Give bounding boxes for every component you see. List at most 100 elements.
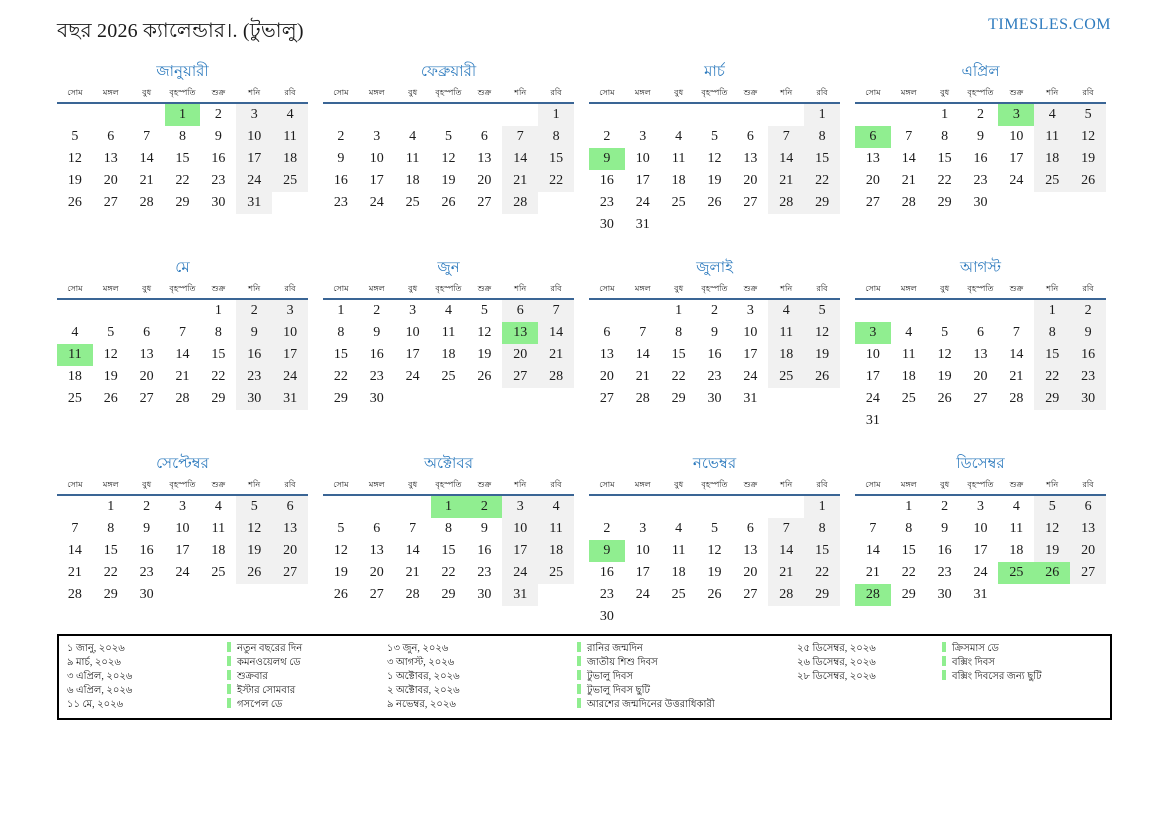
day-cell: 9 [976, 129, 984, 144]
day-cell: 17 [405, 347, 420, 362]
day-cell: 7 [502, 126, 539, 148]
day-cell: 9 [710, 325, 718, 340]
day-cell: 17 [865, 369, 880, 384]
day-cell: 24 [865, 391, 880, 406]
weekday-header: শনি [780, 284, 793, 293]
weekday-header: বৃহস্পতি [967, 480, 994, 489]
day-cell-empty [998, 300, 1034, 322]
weekday-header: রবি [1082, 284, 1094, 293]
weekday-header: শুক্র [477, 88, 492, 97]
legend-date-column: ১৩ জুন, ২০২৬ ৩ আগস্ট, ২০২৬ ১ অক্টোবর, ২০২৬… [387, 642, 577, 712]
day-cell: 2 [1070, 300, 1106, 322]
day-cell: 24 [369, 195, 384, 210]
weekday-header: শুক্র [743, 480, 758, 489]
day-cell: 8 [804, 126, 840, 148]
day-cell: 10 [973, 521, 988, 536]
holiday-marker-icon [227, 642, 231, 652]
day-cell: 14 [1009, 347, 1024, 362]
day-cell: 30 [236, 388, 273, 410]
weekday-header: শুক্র [743, 88, 758, 97]
day-cell-empty [272, 584, 308, 606]
legend-group: ১৩ জুন, ২০২৬ ৩ আগস্ট, ২০২৬ ১ অক্টোবর, ২০২৬… [387, 642, 797, 712]
month-august: আগস্ট সোম মঙ্গল বুধ বৃহস্পতি শুক্র শনি রবি 1 2 3 4 5… [855, 257, 1106, 432]
day-cell: 9 [941, 521, 949, 536]
day-cell: 1 [1034, 300, 1071, 322]
day-cell: 21 [502, 170, 539, 192]
day-cell: 15 [175, 151, 190, 166]
day-cell: 9 [373, 325, 381, 340]
day-cell-empty [236, 584, 272, 606]
day-cell-empty [625, 104, 661, 126]
day-cell-empty [200, 584, 236, 606]
day-cell: 19 [477, 347, 492, 362]
day-cell-empty [661, 606, 697, 628]
day-cell: 1 [430, 496, 467, 518]
day-cell: 13 [743, 151, 758, 166]
day-cell: 26 [441, 195, 456, 210]
day-cell: 3 [373, 129, 381, 144]
day-cell: 10 [369, 151, 384, 166]
day-cell-empty [323, 496, 359, 518]
holiday-marker-icon [942, 642, 946, 652]
day-cell: 30 [139, 587, 154, 602]
day-cell: 16 [707, 347, 722, 362]
holiday-marker-icon [577, 656, 581, 666]
weekday-header: শনি [780, 88, 793, 97]
day-cell: 10 [405, 325, 420, 340]
weekday-header: বৃহস্পতি [169, 88, 196, 97]
holiday-marker-icon [227, 684, 231, 694]
weekday-header: শনি [248, 284, 261, 293]
day-cell-empty [165, 300, 201, 322]
day-cell: 2 [143, 499, 151, 514]
day-cell: 15 [441, 543, 456, 558]
day-cell: 23 [937, 565, 952, 580]
day-cell: 5 [236, 496, 273, 518]
day-cell: 8 [1034, 322, 1071, 344]
week-row: 18 19 20 21 22 23 24 [57, 366, 308, 388]
holiday-date: ২৬ ডিসেম্বর, ২০২৬ [797, 657, 876, 668]
week-row: 21 22 23 24 25 26 27 [855, 562, 1106, 584]
day-cell-empty [855, 300, 891, 322]
day-cell: 16 [139, 543, 154, 558]
weekday-header: শনি [780, 480, 793, 489]
week-row: 16 17 18 19 20 21 22 [589, 562, 840, 584]
site-link[interactable]: TIMESLES.COM [988, 16, 1111, 33]
day-cell: 28 [139, 195, 154, 210]
day-cell: 13 [973, 347, 988, 362]
day-cell: 24 [635, 587, 650, 602]
month-february: ফেব্রুয়ারী সোম মঙ্গল বুধ বৃহস্পতি শুক্র শনি রব… [323, 61, 574, 214]
day-cell: 27 [139, 391, 154, 406]
week-row: 14 15 16 17 18 19 20 [855, 540, 1106, 562]
day-cell: 17 [272, 344, 308, 366]
week-row: 28 29 30 31 [855, 584, 1106, 606]
holiday-marker-icon [227, 656, 231, 666]
day-cell: 10 [502, 518, 539, 540]
day-cell: 14 [768, 148, 805, 170]
day-cell: 6 [107, 129, 115, 144]
holiday-marker-icon [942, 656, 946, 666]
day-cell: 22 [901, 565, 916, 580]
day-cell: 13 [477, 151, 492, 166]
weekday-header: রবি [284, 284, 296, 293]
day-cell: 6 [976, 325, 984, 340]
holiday-entry: ক্রিসমাস ডে [942, 642, 1112, 656]
holiday-entry: গসপেল ডে [227, 698, 387, 712]
day-cell: 23 [973, 173, 988, 188]
day-cell: 28 [1009, 391, 1024, 406]
day-cell-empty [804, 214, 840, 236]
week-row: 25 26 27 28 29 30 31 [57, 388, 308, 410]
holiday-legend: ১ জানু, ২০২৬ ৯ মার্চ, ২০২৬ ৩ এপ্রিল, ২০২৬ ৬… [57, 634, 1112, 720]
day-cell: 3 [998, 104, 1035, 126]
day-cell: 8 [941, 129, 949, 144]
legend-date-column: ১ জানু, ২০২৬ ৯ মার্চ, ২০২৬ ৩ এপ্রিল, ২০২৬ ৬… [67, 642, 227, 712]
day-cell: 10 [635, 151, 650, 166]
weekday-header: মঙ্গল [900, 480, 917, 489]
week-row: 22 23 24 25 26 27 28 [323, 366, 574, 388]
day-cell: 12 [441, 151, 456, 166]
day-cell: 22 [441, 565, 456, 580]
legend-name-column: নতুন বছরের দিন কমনওয়েলথ ডে শুক্রবার ইস্টার… [227, 642, 387, 712]
